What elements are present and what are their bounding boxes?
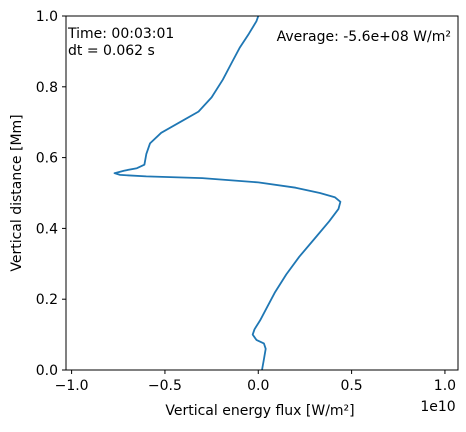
average-annotation: Average: -5.6e+08 W/m² <box>277 29 451 45</box>
x-tick-label: 0.5 <box>340 378 362 394</box>
x-tick-label: 0.0 <box>247 378 269 394</box>
y-tick-label: 0.2 <box>36 292 58 308</box>
series-layer <box>113 15 342 371</box>
dt-annotation: dt = 0.062 s <box>68 43 155 59</box>
plot-frame <box>65 15 459 371</box>
x-tick-label: −1.0 <box>55 378 89 394</box>
x-offset-label: 1e10 <box>420 399 455 415</box>
y-tick-label: 0.8 <box>36 80 58 96</box>
y-tick-label: 0.4 <box>36 221 58 237</box>
flux-series-line <box>113 15 342 371</box>
y-axis-label: Vertical distance [Mm] <box>9 114 25 271</box>
x-axis-label: Vertical energy flux [W/m²] <box>165 403 354 419</box>
y-tick-label: 0.0 <box>36 363 58 379</box>
x-tick-label: 1.0 <box>434 378 456 394</box>
x-tick-label: −0.5 <box>148 378 182 394</box>
y-tick-label: 0.6 <box>36 151 58 167</box>
y-tick-label: 1.0 <box>36 9 58 25</box>
time-annotation: Time: 00:03:01 <box>67 26 174 42</box>
axis-ticks: −1.0 −0.5 0.0 0.5 1.0 0.0 0.2 0.4 0.6 0.8 1.0 <box>36 9 456 394</box>
